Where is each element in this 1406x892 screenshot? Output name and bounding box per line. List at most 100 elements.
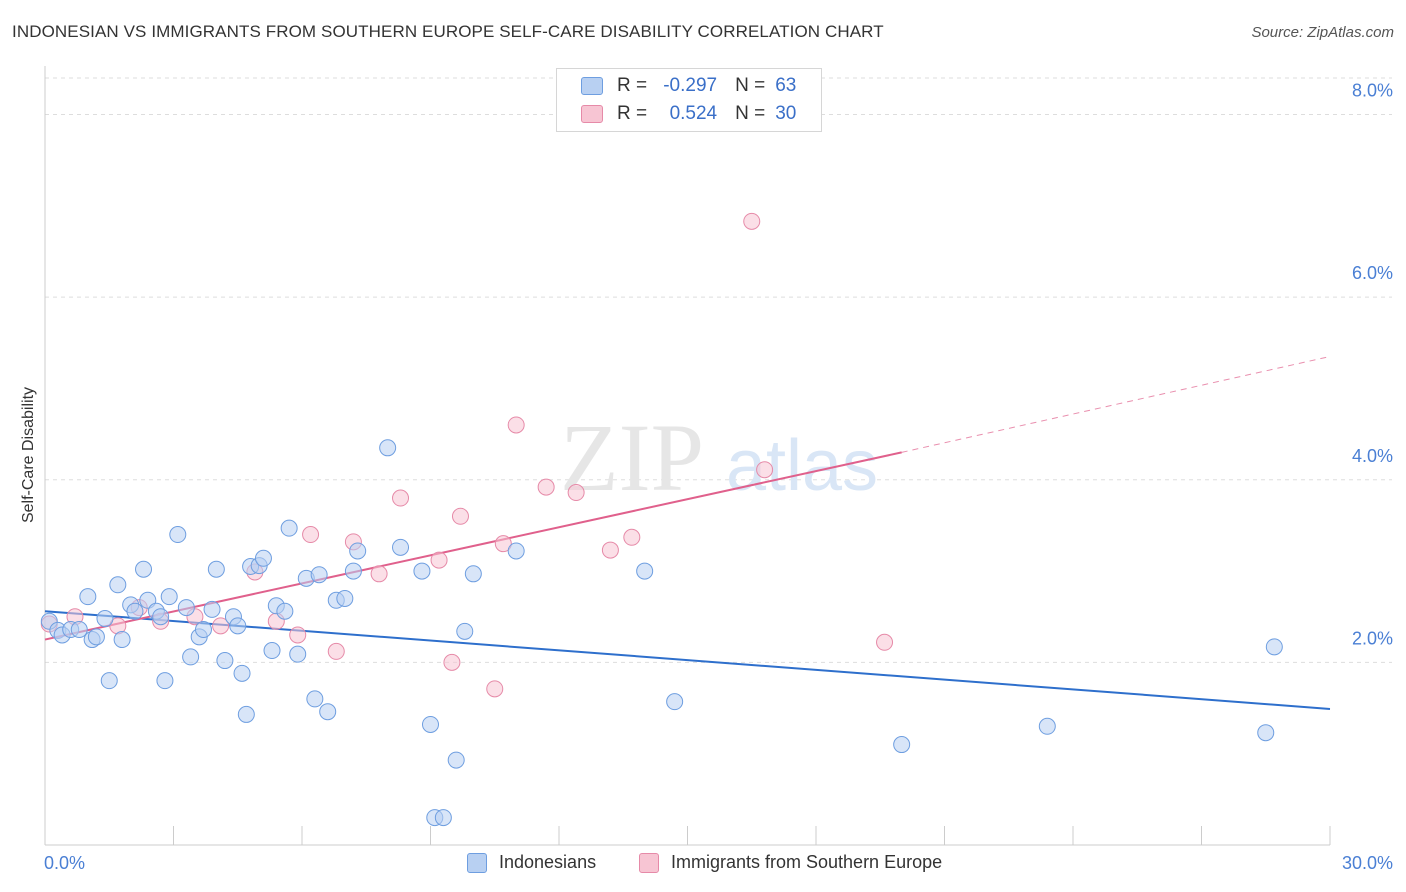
data-point-indonesians xyxy=(263,642,281,660)
data-point-indonesians xyxy=(126,602,144,620)
data-point-indonesians xyxy=(96,610,114,628)
watermark: ZIP atlas xyxy=(560,404,878,511)
axes xyxy=(44,66,1331,846)
legend-item-indonesians[interactable]: Indonesians xyxy=(467,852,596,873)
legend-item-immigrants[interactable]: Immigrants from Southern Europe xyxy=(639,852,942,873)
series-legend: Indonesians Immigrants from Southern Eur… xyxy=(0,852,1406,878)
data-point-indonesians xyxy=(507,542,525,560)
data-point-indonesians xyxy=(289,645,307,663)
data-point-indonesians xyxy=(177,599,195,617)
watermark-atlas: atlas xyxy=(726,426,878,506)
data-point-immigrants xyxy=(370,565,388,583)
x-tick-label: 0.0% xyxy=(44,853,85,873)
data-point-indonesians xyxy=(70,621,88,639)
legend-row-indonesians: R = -0.297 N = 63 xyxy=(581,73,796,99)
data-point-indonesians xyxy=(79,588,97,606)
trend-line-immigrants-extension xyxy=(901,356,1331,453)
legend-r-label: R = xyxy=(617,103,648,124)
data-point-immigrants xyxy=(756,461,774,479)
data-point-indonesians xyxy=(237,705,255,723)
data-point-indonesians xyxy=(87,628,105,646)
data-point-indonesians xyxy=(280,519,298,537)
data-point-indonesians xyxy=(447,751,465,769)
data-point-immigrants xyxy=(327,642,345,660)
data-point-immigrants xyxy=(443,653,461,671)
data-point-indonesians xyxy=(636,562,654,580)
data-point-immigrants xyxy=(507,416,525,434)
data-point-immigrants xyxy=(212,617,230,635)
data-point-immigrants xyxy=(486,680,504,698)
legend-n-value: 30 xyxy=(775,103,797,124)
data-point-indonesians xyxy=(456,622,474,640)
data-point-immigrants xyxy=(567,484,585,502)
source-label: Source: ZipAtlas.com xyxy=(1251,24,1394,41)
y-tick-label: 6.0% xyxy=(1352,263,1393,283)
data-point-indonesians xyxy=(306,690,324,708)
data-point-indonesians xyxy=(109,576,127,594)
data-point-immigrants xyxy=(451,507,469,525)
data-point-indonesians xyxy=(156,672,174,690)
legend-swatch-blue xyxy=(581,77,603,95)
legend-r-label: R = xyxy=(617,75,648,96)
data-point-indonesians xyxy=(379,439,397,457)
data-point-indonesians xyxy=(349,542,367,560)
y-tick-label: 8.0% xyxy=(1352,81,1393,101)
legend-swatch-blue xyxy=(467,852,487,873)
data-point-indonesians xyxy=(207,560,225,578)
data-point-immigrants xyxy=(494,535,512,553)
trend-line-immigrants xyxy=(44,451,902,641)
data-point-indonesians xyxy=(276,602,294,620)
data-point-indonesians xyxy=(1265,638,1283,656)
y-tick-label: 2.0% xyxy=(1352,628,1393,648)
legend-n-label: N = xyxy=(735,103,766,124)
data-point-indonesians xyxy=(392,538,410,556)
trend-line-indonesians xyxy=(44,610,1331,710)
data-point-indonesians xyxy=(422,715,439,733)
data-point-indonesians xyxy=(434,809,452,827)
x-tick-label: 30.0% xyxy=(1342,853,1393,873)
data-point-indonesians xyxy=(666,693,684,711)
chart-title: INDONESIAN VS IMMIGRANTS FROM SOUTHERN E… xyxy=(12,22,884,41)
data-point-indonesians xyxy=(160,588,178,606)
legend-r-value: 0.524 xyxy=(669,103,718,124)
stats-legend: R = -0.297 N = 63 R = 0.524 N = 30 xyxy=(556,68,822,132)
data-point-indonesians xyxy=(233,664,251,682)
data-point-indonesians xyxy=(169,526,187,544)
data-point-indonesians xyxy=(152,608,170,626)
data-point-immigrants xyxy=(430,551,448,569)
y-tick-label: 4.0% xyxy=(1352,446,1393,466)
legend-r-value: -0.297 xyxy=(663,75,718,96)
data-point-immigrants xyxy=(392,489,410,507)
data-points xyxy=(40,212,1283,827)
data-point-indonesians xyxy=(310,566,328,584)
data-point-indonesians xyxy=(254,549,272,567)
data-point-immigrants xyxy=(537,478,555,496)
data-point-immigrants xyxy=(743,212,761,230)
legend-label-immigrants: Immigrants from Southern Europe xyxy=(671,852,943,872)
legend-swatch-pink xyxy=(581,105,603,123)
data-point-indonesians xyxy=(344,562,362,580)
data-point-indonesians xyxy=(216,652,234,670)
data-point-indonesians xyxy=(203,600,221,618)
data-point-immigrants xyxy=(302,526,320,544)
data-point-immigrants xyxy=(623,528,641,546)
data-point-immigrants xyxy=(876,633,894,651)
data-point-indonesians xyxy=(100,672,118,690)
data-point-immigrants xyxy=(289,626,307,644)
legend-n-value: 63 xyxy=(775,75,797,96)
data-point-indonesians xyxy=(336,589,354,607)
data-point-indonesians xyxy=(113,631,131,649)
data-point-indonesians xyxy=(229,617,247,635)
legend-n-label: N = xyxy=(735,75,766,96)
data-point-indonesians xyxy=(464,565,482,583)
data-point-indonesians xyxy=(319,703,337,721)
tick-labels: 2.0% 4.0% 6.0% 8.0% 0.0% 30.0% xyxy=(44,81,1393,873)
data-point-indonesians xyxy=(194,621,212,639)
data-point-immigrants xyxy=(601,541,619,559)
data-point-indonesians xyxy=(413,562,431,580)
legend-label-indonesians: Indonesians xyxy=(499,852,597,872)
legend-row-immigrants: R = 0.524 N = 30 xyxy=(581,101,796,127)
data-point-indonesians xyxy=(182,648,200,666)
data-point-indonesians xyxy=(1257,724,1275,742)
